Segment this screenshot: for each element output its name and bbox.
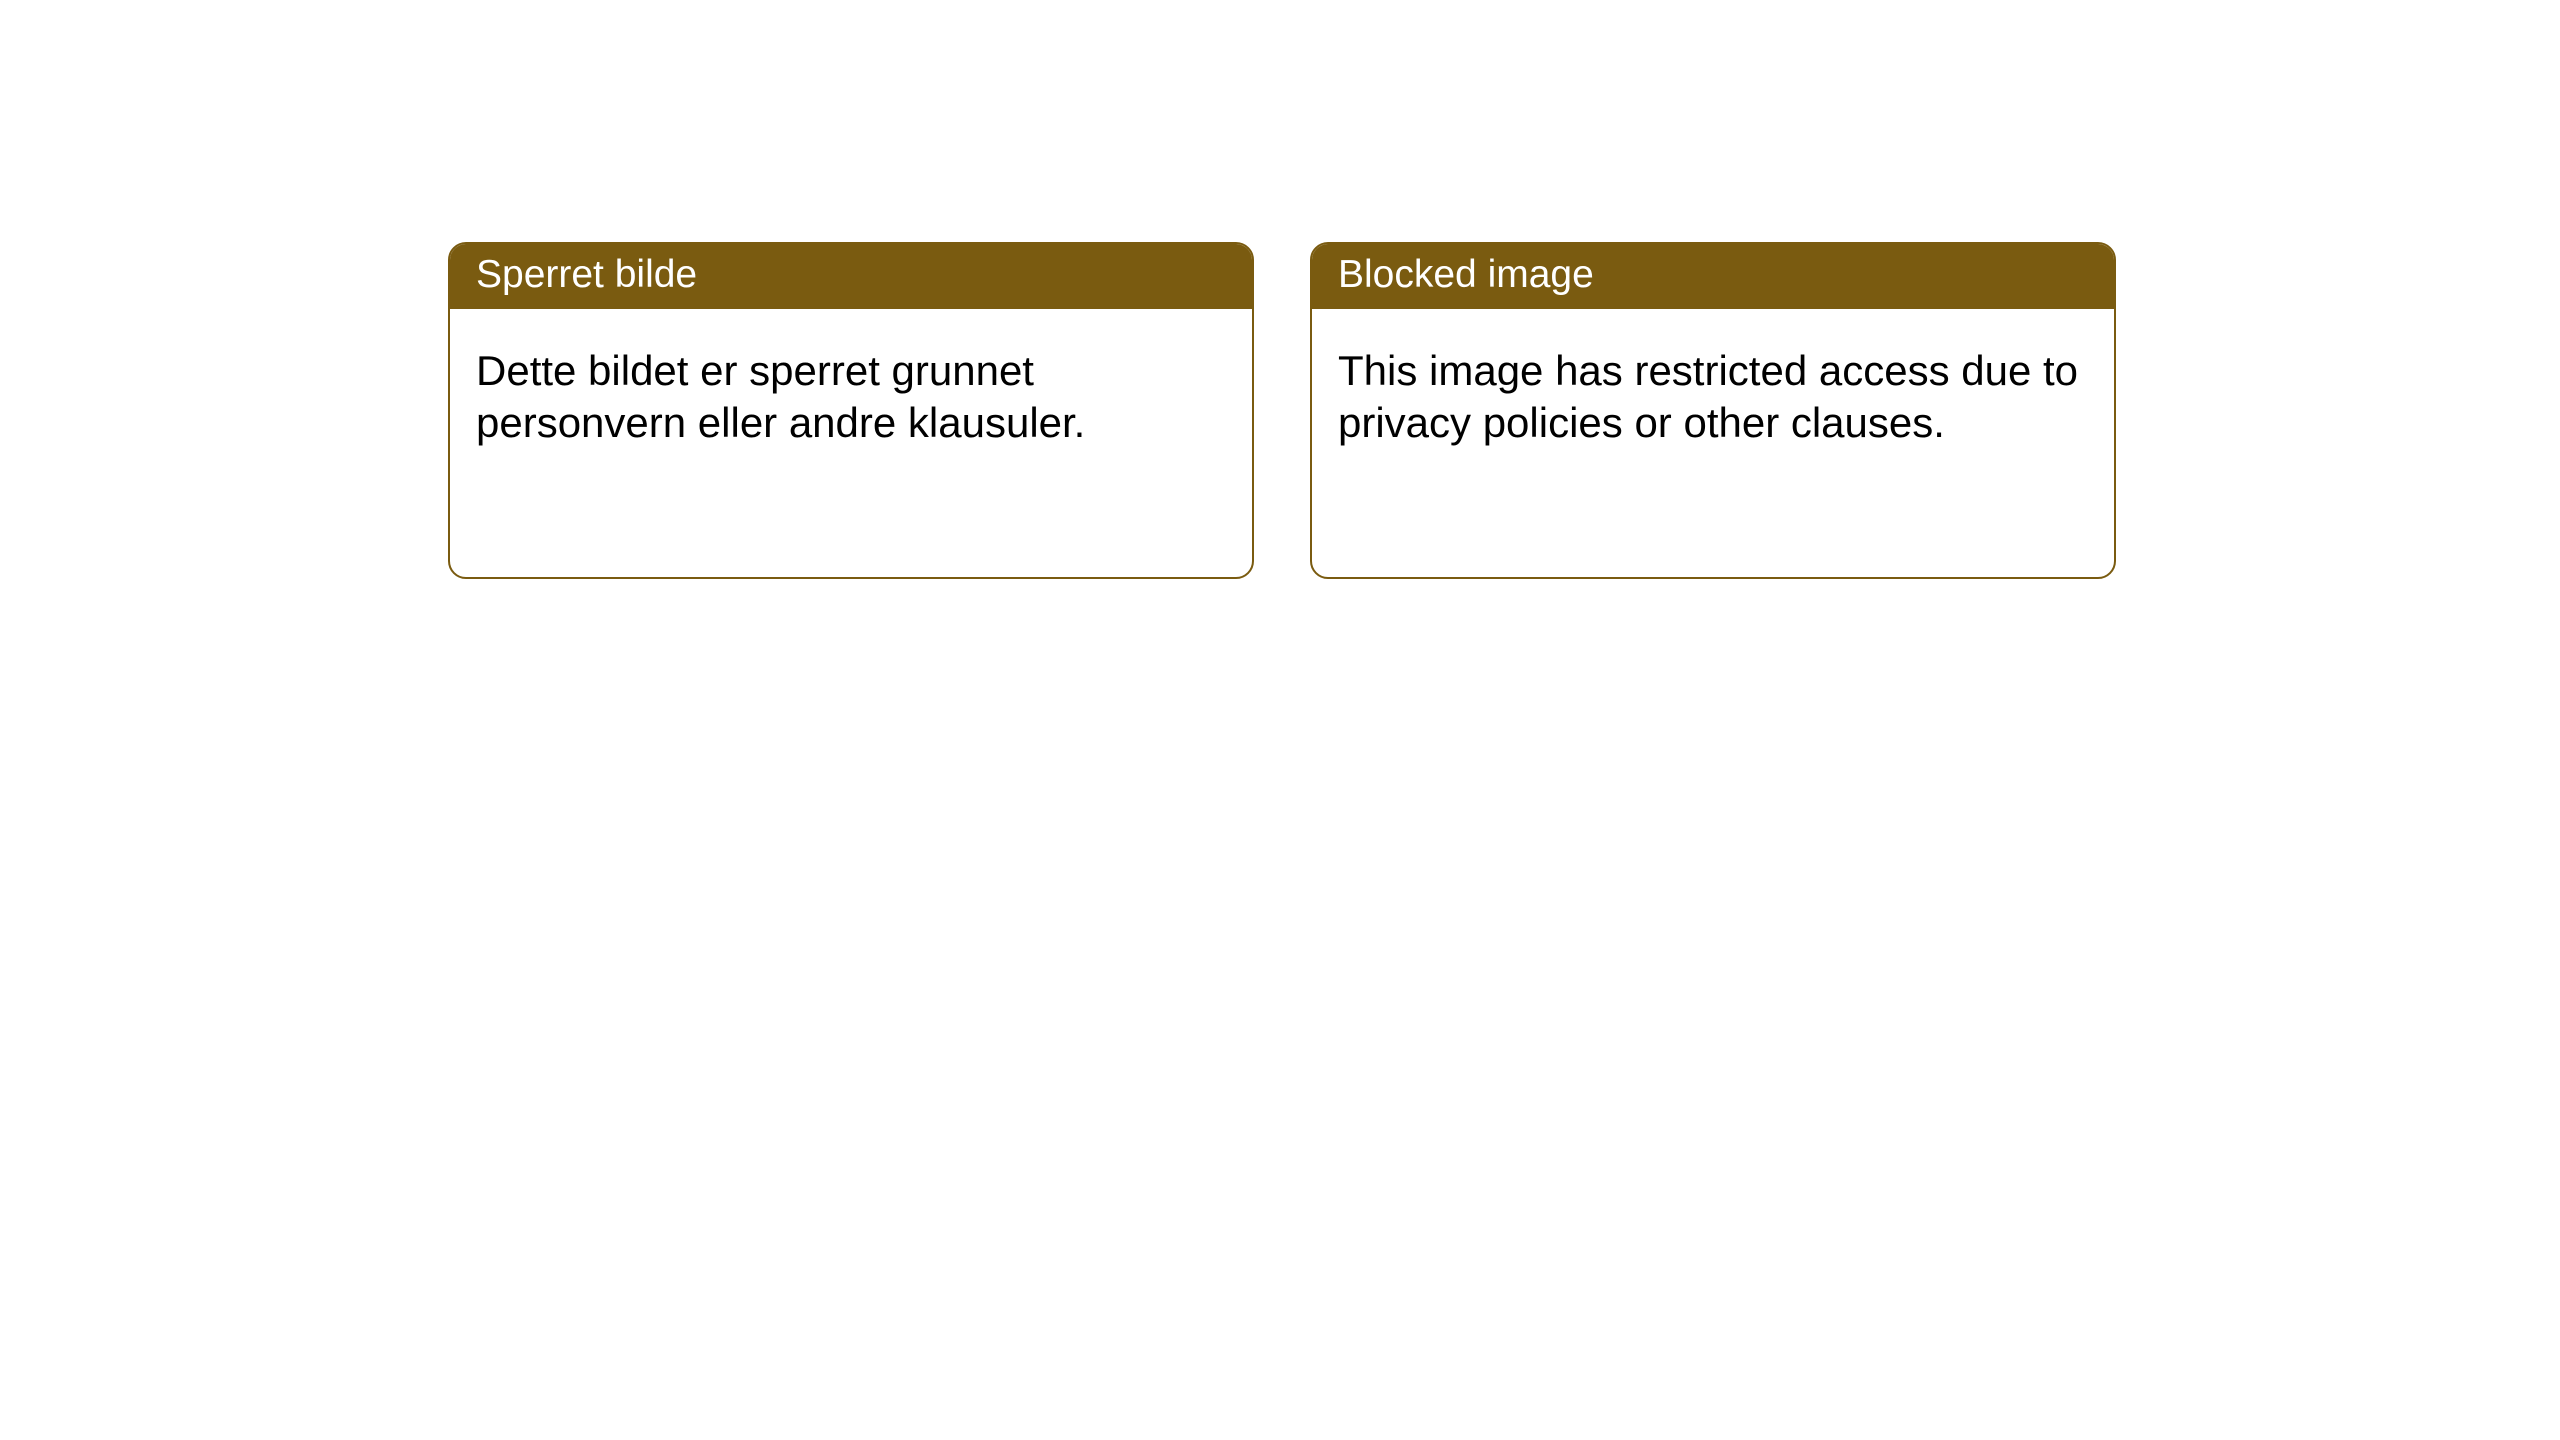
notice-container: Sperret bilde Dette bildet er sperret gr… bbox=[0, 0, 2560, 579]
notice-title-english: Blocked image bbox=[1312, 244, 2114, 309]
notice-title-norwegian: Sperret bilde bbox=[450, 244, 1252, 309]
notice-body-english: This image has restricted access due to … bbox=[1312, 309, 2114, 486]
notice-body-norwegian: Dette bildet er sperret grunnet personve… bbox=[450, 309, 1252, 486]
notice-card-norwegian: Sperret bilde Dette bildet er sperret gr… bbox=[448, 242, 1254, 579]
notice-card-english: Blocked image This image has restricted … bbox=[1310, 242, 2116, 579]
